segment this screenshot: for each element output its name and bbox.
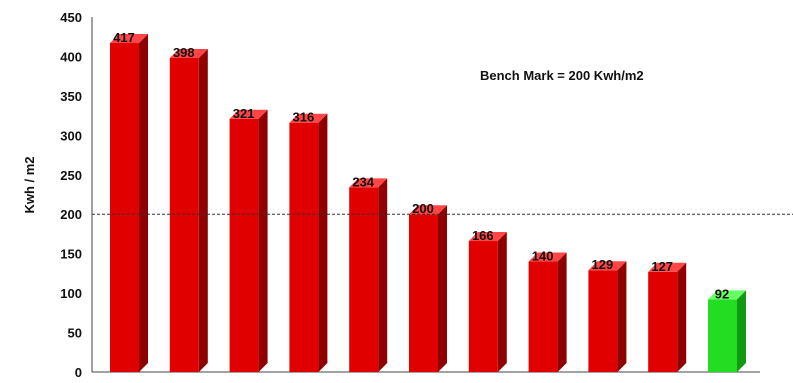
bars xyxy=(110,34,746,373)
data-label: 129 xyxy=(592,257,614,272)
bar-front xyxy=(468,241,498,372)
bar-front xyxy=(708,299,737,372)
data-label: 127 xyxy=(651,259,673,274)
bar-side xyxy=(438,205,447,372)
bar-top xyxy=(409,205,447,215)
data-label: 200 xyxy=(412,201,434,216)
bar xyxy=(528,252,567,372)
bar-front xyxy=(169,58,199,373)
y-tick-label: 0 xyxy=(75,365,82,380)
y-tick-label: 200 xyxy=(60,207,82,222)
y-axis-label: Kwh / m2 xyxy=(22,156,37,213)
bar-side xyxy=(617,261,627,372)
y-tick-label: 350 xyxy=(60,89,82,104)
benchmark-annotation: Bench Mark = 200 Kwh/m2 xyxy=(480,68,644,83)
y-tick-label: 150 xyxy=(60,247,82,262)
bar xyxy=(409,205,447,372)
y-tick-label: 300 xyxy=(60,128,82,143)
bar-front xyxy=(289,122,319,372)
bar xyxy=(110,34,148,373)
bar-side xyxy=(139,34,148,373)
bar-side xyxy=(258,109,268,373)
bar-side xyxy=(378,178,388,372)
bar xyxy=(468,232,507,372)
data-label: 92 xyxy=(715,286,729,301)
data-labels: 417 398 321 316 234 200 166 140 129 127 92 xyxy=(113,30,729,301)
bar-front xyxy=(648,271,678,372)
bar xyxy=(349,178,388,372)
data-label: 321 xyxy=(233,106,255,121)
bar-front xyxy=(588,270,618,372)
bar-top xyxy=(708,290,746,300)
bar-side xyxy=(557,252,567,372)
bar-front xyxy=(528,261,558,372)
bar-front xyxy=(409,214,438,372)
data-label: 234 xyxy=(352,174,374,189)
y-tick-label: 450 xyxy=(60,10,82,25)
bar-top xyxy=(289,113,328,123)
bar-top xyxy=(648,262,687,272)
bar-side xyxy=(198,49,208,373)
bar-top xyxy=(349,178,388,188)
bar-top xyxy=(588,261,627,271)
bar xyxy=(648,262,687,372)
data-label: 417 xyxy=(113,30,135,45)
bar-top xyxy=(110,34,148,44)
bar-side xyxy=(737,290,746,372)
y-tick-label: 250 xyxy=(60,168,82,183)
bar-top xyxy=(528,252,567,262)
bar xyxy=(588,261,627,372)
bar-top xyxy=(169,49,208,59)
data-label: 140 xyxy=(532,249,554,264)
bar xyxy=(169,49,208,373)
y-tick-label: 50 xyxy=(68,326,82,341)
bar-side xyxy=(318,113,328,372)
data-label: 316 xyxy=(293,110,315,125)
bar xyxy=(708,290,746,372)
y-tick-labels: 0 50 100 150 200 250 300 350 400 450 xyxy=(60,10,82,380)
bar-top xyxy=(229,109,268,119)
bar-side xyxy=(677,262,687,372)
bar xyxy=(289,113,328,372)
bar-side xyxy=(497,232,507,372)
bar xyxy=(229,109,268,373)
y-tick-label: 400 xyxy=(60,49,82,64)
bar-front xyxy=(110,43,139,373)
bar-front xyxy=(349,187,379,372)
data-label: 398 xyxy=(173,45,195,60)
bar-top xyxy=(468,232,507,242)
bar-front xyxy=(229,118,259,373)
data-label: 166 xyxy=(472,228,494,243)
y-tick-label: 100 xyxy=(60,286,82,301)
